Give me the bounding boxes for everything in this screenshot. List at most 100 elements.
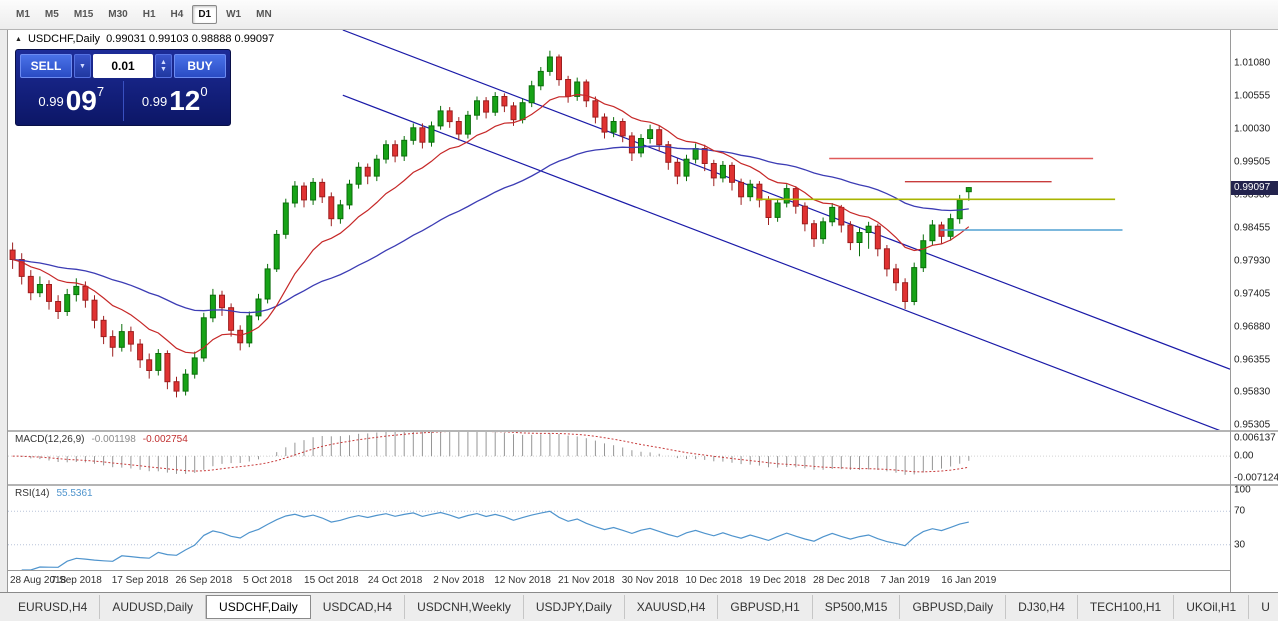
timeframe-button-m1[interactable]: M1: [10, 5, 36, 24]
buy-price[interactable]: 0.99 12 0: [124, 81, 227, 121]
date-axis-label: 16 Jan 2019: [941, 575, 997, 586]
rsi-name: RSI(14): [15, 488, 50, 499]
fast-ma-line: [12, 93, 970, 354]
chart-tab-eurusd-h4[interactable]: EURUSD,H4: [6, 595, 101, 619]
volume-stepper[interactable]: ▲ ▼: [155, 54, 172, 78]
trade-controls-row: SELL ▼ 0.01 ▲ ▼ BUY: [20, 54, 226, 78]
bid-price-small: 0.99: [38, 93, 64, 109]
chart-ohlc-values: 0.99031 0.99103 0.98888 0.99097: [106, 33, 275, 45]
chart-tab-ukoil-h1[interactable]: UKOil,H1: [1174, 595, 1250, 619]
date-axis-label: 2 Nov 2018: [433, 575, 485, 586]
price-axis[interactable]: 1.01080 1.00555 1.00030 0.99505 0.98980 0.984…: [1230, 30, 1278, 592]
volume-input[interactable]: 0.01: [93, 54, 153, 78]
price-axis-label: 0.97930: [1234, 255, 1271, 267]
macd-panel[interactable]: MACD(12,26,9) -0.001198 -0.002754: [8, 432, 1230, 484]
ask-price-big: 12: [169, 85, 201, 116]
macd-signal-value: -0.002754: [142, 434, 188, 445]
price-axis-label: 0.95830: [1234, 386, 1271, 398]
chart-tab-audusd-daily[interactable]: AUDUSD,Daily: [100, 595, 207, 619]
date-axis-label: 12 Nov 2018: [494, 575, 551, 586]
timeframe-button-m15[interactable]: M15: [68, 5, 99, 24]
chart-tab-dj30-h4[interactable]: DJ30,H4: [1006, 595, 1078, 619]
macd-chart-svg[interactable]: [8, 432, 1230, 484]
date-axis-label: 7 Jan 2019: [880, 575, 930, 586]
timeframe-button-mn[interactable]: MN: [250, 5, 278, 24]
macd-label: MACD(12,26,9) -0.001198 -0.002754: [15, 434, 188, 445]
rsi-line: [21, 510, 969, 570]
macd-main-value: -0.001198: [91, 434, 136, 445]
macd-axis-label: 0.00: [1234, 450, 1254, 462]
price-axis-label: 0.98980: [1234, 189, 1271, 201]
sell-price[interactable]: 0.99 09 7: [20, 81, 124, 121]
chart-region: ▲ USDCHF,Daily 0.99031 0.99103 0.98888 0…: [0, 30, 1278, 592]
chart-tab-u[interactable]: U: [1249, 595, 1278, 619]
chart-tab-gbpusd-daily[interactable]: GBPUSD,Daily: [900, 595, 1007, 619]
rsi-value: 55.5361: [56, 488, 93, 499]
rsi-chart-svg[interactable]: [8, 486, 1230, 570]
date-axis-label: 19 Dec 2018: [749, 575, 806, 586]
date-axis-label: 28 Dec 2018: [812, 575, 870, 586]
date-axis-label: 10 Dec 2018: [685, 575, 743, 586]
rsi-axis-label: 70: [1234, 505, 1246, 517]
timeframe-button-d1[interactable]: D1: [192, 5, 218, 24]
bid-price-big: 09: [65, 85, 97, 116]
price-axis-label: 1.00555: [1234, 90, 1271, 102]
rsi-panel[interactable]: RSI(14) 55.5361: [8, 486, 1230, 570]
chart-tab-usdchf-daily[interactable]: USDCHF,Daily: [206, 595, 311, 619]
price-axis-label: 1.01080: [1234, 57, 1271, 69]
chevron-down-icon: ▼: [79, 62, 86, 70]
chart-tab-xauusd-h4[interactable]: XAUUSD,H4: [625, 595, 719, 619]
chart-tab-tech100-h1[interactable]: TECH100,H1: [1078, 595, 1175, 619]
axis-splitter: [1231, 430, 1278, 432]
stepper-down-icon: ▼: [160, 66, 167, 73]
slow-ma-line: [12, 145, 969, 314]
chart-window: ▲ USDCHF,Daily 0.99031 0.99103 0.98888 0…: [8, 30, 1230, 592]
trend-channel-line: [342, 94, 1221, 430]
chart-tab-usdcad-h4[interactable]: USDCAD,H4: [311, 595, 406, 619]
ask-price-small: 0.99: [141, 93, 168, 109]
chart-tab-usdcnh-weekly[interactable]: USDCNH,Weekly: [405, 595, 524, 619]
price-axis-label: 0.95305: [1234, 419, 1271, 431]
volume-dropdown-button[interactable]: ▼: [74, 54, 91, 78]
timeframe-toolbar: M1 M5 M15 M30 H1 H4 D1 W1 MN: [0, 0, 1278, 30]
timeframe-button-m5[interactable]: M5: [39, 5, 65, 24]
timeframe-button-h1[interactable]: H1: [137, 5, 162, 24]
panel-splitter[interactable]: [8, 484, 1230, 486]
timeframe-button-m30[interactable]: M30: [102, 5, 133, 24]
panel-splitter[interactable]: [8, 430, 1230, 432]
stepper-up-icon: ▲: [160, 59, 167, 66]
price-chart-svg[interactable]: [8, 30, 1230, 430]
date-axis-label: 26 Sep 2018: [175, 575, 233, 586]
date-axis-label: 30 Nov 2018: [621, 575, 679, 586]
current-price-badge: 0.99097: [1231, 180, 1278, 195]
bid-price-sup: 7: [96, 84, 105, 99]
date-axis[interactable]: 28 Aug 2018 7 Sep 2018 17 Sep 2018 26 Sep 2…: [8, 570, 1230, 592]
chart-title: ▲ USDCHF,Daily 0.99031 0.99103 0.98888 0…: [15, 33, 274, 45]
chart-tabs-bar: EURUSD,H4 AUDUSD,Daily USDCHF,Daily USDCAD,…: [0, 592, 1278, 621]
date-axis-label: 15 Oct 2018: [304, 575, 359, 586]
chart-tab-sp500-m15[interactable]: SP500,M15: [813, 595, 901, 619]
macd-axis-label: 0.006137: [1234, 432, 1276, 444]
rsi-axis-label: 30: [1234, 539, 1246, 551]
sell-button[interactable]: SELL: [20, 54, 72, 78]
price-axis-label: 0.99505: [1234, 156, 1271, 168]
buy-button[interactable]: BUY: [174, 54, 226, 78]
collapse-icon[interactable]: ▲: [15, 35, 22, 43]
chart-tab-usdjpy-daily[interactable]: USDJPY,Daily: [524, 595, 625, 619]
ask-price-sup: 0: [200, 84, 208, 99]
chart-tab-gbpusd-h1[interactable]: GBPUSD,H1: [718, 595, 813, 619]
price-axis-label: 0.98455: [1234, 222, 1271, 234]
price-chart-panel[interactable]: ▲ USDCHF,Daily 0.99031 0.99103 0.98888 0…: [8, 30, 1230, 430]
timeframe-button-h4[interactable]: H4: [165, 5, 190, 24]
trade-prices-row: 0.99 09 7 0.99 12 0: [20, 81, 226, 121]
one-click-trade-panel: SELL ▼ 0.01 ▲ ▼ BUY 0.99: [15, 49, 231, 126]
timeframe-button-w1[interactable]: W1: [220, 5, 247, 24]
date-axis-label: 7 Sep 2018: [50, 575, 102, 586]
chart-symbol-label: USDCHF,Daily: [27, 33, 101, 45]
rsi-label: RSI(14) 55.5361: [15, 488, 93, 499]
price-axis-label: 0.96355: [1234, 354, 1271, 365]
date-axis-label: 28 Aug 2018: [10, 575, 67, 586]
rsi-axis-label: 100: [1234, 484, 1251, 496]
date-axis-label: 5 Oct 2018: [243, 575, 293, 586]
